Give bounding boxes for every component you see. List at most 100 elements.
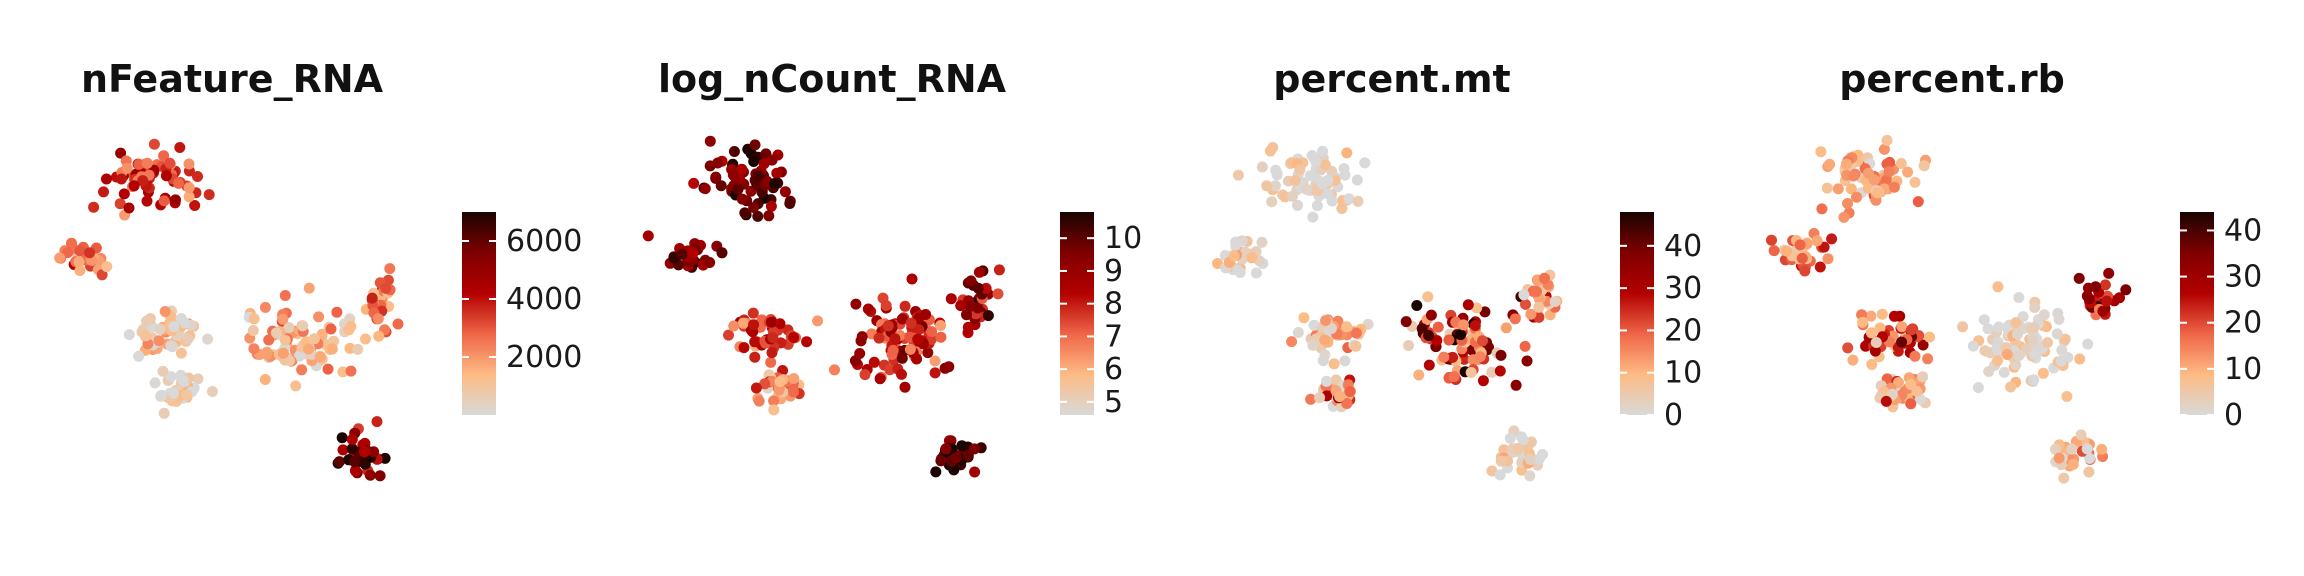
scatter-point	[1893, 377, 1904, 388]
scatter-point	[859, 369, 871, 381]
scatter-point	[247, 325, 259, 336]
scatter-point	[1972, 382, 1984, 394]
scatter-point	[748, 319, 760, 331]
colorbar-tick-label: 5	[1104, 385, 1123, 420]
scatter-point	[2097, 305, 2109, 317]
colorbar	[462, 212, 496, 415]
scatter-point	[1431, 335, 1443, 346]
scatter-point	[346, 443, 358, 455]
scatter-point	[297, 320, 309, 332]
scatter-point	[961, 309, 972, 321]
scatter-point	[279, 290, 291, 301]
scatter-point	[170, 194, 181, 206]
scatter-point	[101, 173, 112, 185]
scatter-point	[688, 177, 700, 189]
scatter-point	[1531, 286, 1542, 297]
scatter-point	[1818, 241, 1830, 253]
scatter-point	[1510, 379, 1522, 391]
scatter-point	[1799, 265, 1811, 277]
scatter-point	[767, 332, 779, 344]
scatter-point	[279, 334, 291, 346]
scatter-point	[784, 198, 796, 209]
scatter-point	[1301, 183, 1313, 195]
scatter-point	[1524, 454, 1536, 465]
scatter-point	[66, 237, 77, 249]
scatter-point	[360, 333, 371, 345]
scatter-point	[1512, 443, 1524, 455]
scatter-point	[372, 313, 384, 325]
scatter-point	[687, 247, 699, 259]
scatter-point	[1261, 180, 1273, 192]
scatter-point	[1230, 239, 1242, 251]
scatter-point	[290, 380, 302, 392]
scatter-point	[1287, 190, 1298, 202]
scatter-point	[1851, 191, 1862, 203]
scatter-point	[1351, 174, 1363, 186]
scatter-point	[1298, 312, 1310, 324]
scatter-point	[922, 347, 934, 359]
scatter-point	[206, 386, 218, 397]
scatter-point	[1314, 392, 1326, 404]
scatter-point	[1998, 366, 2010, 378]
scatter-point	[738, 342, 750, 354]
scatter-point	[1344, 386, 1356, 397]
scatter-point	[54, 252, 66, 264]
scatter-point	[968, 443, 980, 455]
colorbar-tick-label: 30	[1664, 271, 1702, 306]
panel-title: percent.mt	[1273, 57, 1510, 101]
scatter-point	[2037, 367, 2049, 379]
scatter-point	[1228, 250, 1240, 262]
scatter-point	[263, 334, 275, 346]
scatter-point	[349, 465, 361, 477]
colorbar-tick-label: 10	[1104, 221, 1142, 256]
scatter-point	[154, 323, 166, 335]
scatter-point	[175, 313, 187, 324]
scatter-point	[133, 350, 145, 362]
scatter-point	[774, 376, 786, 388]
scatter-point	[349, 456, 361, 468]
scatter-point	[1539, 272, 1550, 284]
scatter-point	[2020, 343, 2032, 354]
scatter-point	[1232, 169, 1244, 181]
scatter-point	[882, 320, 894, 332]
scatter-point	[765, 316, 777, 328]
scatter-point	[177, 374, 189, 386]
scatter-point	[141, 315, 153, 327]
scatter-point	[261, 346, 273, 358]
scatter-point	[337, 444, 349, 456]
scatter-point	[84, 247, 96, 259]
scatter-point	[1411, 300, 1423, 311]
scatter-point	[2059, 333, 2071, 345]
scatter-point	[1992, 355, 2003, 367]
panel-percent-rb: percent.rb 0 10 20 30 40	[1766, 57, 2262, 484]
scatter-point	[1905, 398, 1917, 410]
scatter-point	[270, 327, 282, 339]
scatter-point	[1517, 434, 1529, 446]
scatter-point	[336, 432, 348, 444]
scatter-point	[1880, 395, 1892, 407]
scatter-point	[1857, 316, 1869, 328]
scatter-point	[812, 315, 824, 327]
scatter-point	[1525, 308, 1537, 320]
scatter-points	[1212, 142, 1563, 482]
scatter-point	[2074, 353, 2086, 365]
scatter-point	[1352, 195, 1364, 207]
scatter-point	[1317, 178, 1329, 190]
scatter-point	[1876, 308, 1888, 320]
scatter-point	[296, 364, 308, 376]
panel-title: percent.rb	[1839, 57, 2065, 101]
scatter-point	[779, 186, 791, 198]
scatter-point	[829, 364, 840, 376]
scatter-point	[259, 374, 271, 385]
scatter-point	[352, 343, 364, 355]
panel-title: nFeature_RNA	[81, 57, 384, 101]
scatter-point	[1457, 319, 1469, 331]
scatter-point	[2001, 349, 2013, 360]
scatter-point	[771, 167, 783, 179]
scatter-point	[1212, 258, 1223, 269]
scatter-point	[1495, 349, 1507, 361]
scatter-point	[1343, 193, 1355, 205]
scatter-point	[1448, 371, 1460, 383]
scatter-point	[758, 158, 770, 170]
